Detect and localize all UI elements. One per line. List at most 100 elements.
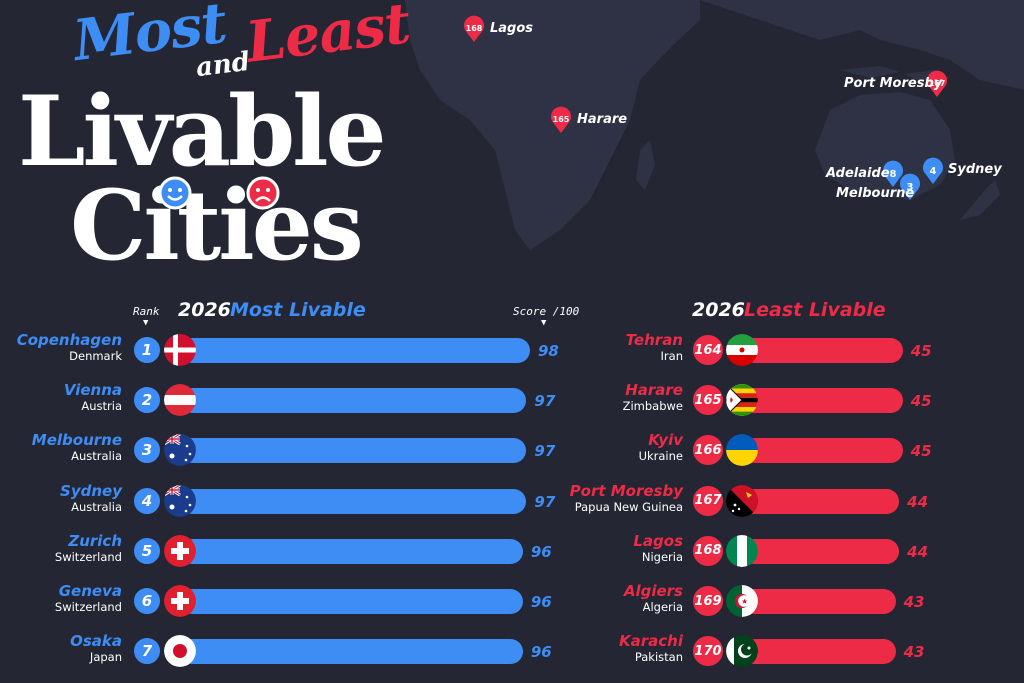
most-rank-badge-2: 3 xyxy=(132,435,162,466)
most-city-4: Zurich xyxy=(68,531,122,550)
most-city-0: Copenhagen xyxy=(16,331,122,349)
most-bar-1 xyxy=(180,388,527,414)
pin-lagos: 168 xyxy=(464,15,484,42)
pin-lagos-rank: 168 xyxy=(466,24,483,33)
denmark-flag-icon xyxy=(164,334,196,366)
least-score-1: 45 xyxy=(910,392,932,411)
pin-label-port-moresby: Port Moresby xyxy=(844,76,943,91)
pin-label-melbourne: Melbourne xyxy=(836,186,915,201)
least-country-2: Ukraine xyxy=(638,449,683,464)
most-country-3: Australia xyxy=(71,499,122,514)
least-score-3: 44 xyxy=(907,492,929,511)
least-rank-badge-4: 168 xyxy=(691,533,725,568)
pin-label-lagos: Lagos xyxy=(490,21,534,36)
least-city-2: Kyiv xyxy=(648,431,683,450)
most-country-6: Japan xyxy=(89,650,122,665)
pin-adelaide: 8 xyxy=(883,160,904,187)
switzerland-flag-icon xyxy=(164,585,196,617)
australia-flag-icon xyxy=(164,484,196,517)
nigeria-flag-icon xyxy=(726,534,758,567)
map-madagascar xyxy=(636,140,655,190)
most-rank-badge-4: 5 xyxy=(132,535,162,566)
least-bar-6 xyxy=(742,639,896,665)
pin-port-moresby: 167 xyxy=(926,70,947,97)
least-country-1: Zimbabwe xyxy=(622,399,683,414)
least-score-5: 43 xyxy=(903,593,925,611)
least-country-4: Nigeria xyxy=(641,549,683,564)
most-city-1: Vienna xyxy=(63,381,122,400)
most-city-5: Geneva xyxy=(58,582,122,600)
pin-harare: 165 xyxy=(550,106,571,133)
least-bar-4 xyxy=(742,538,900,564)
pin-label-harare: Harare xyxy=(577,112,628,127)
iran-flag-icon xyxy=(726,334,758,366)
least-country-6: Pakistan xyxy=(634,650,683,665)
least-bar-3 xyxy=(742,488,900,514)
pakistan-flag-icon xyxy=(726,635,758,668)
most-city-2: Melbourne xyxy=(31,431,122,450)
least-bar-5 xyxy=(742,589,896,614)
most-rank-badge-3: 4 xyxy=(132,485,162,516)
most-header-text: Most Livable xyxy=(230,299,366,321)
least-score-6: 43 xyxy=(903,643,925,662)
pin-harare-rank: 165 xyxy=(553,115,570,124)
most-city-3: Sydney xyxy=(60,481,122,500)
austria-flag-icon xyxy=(164,384,196,417)
least-score-4: 44 xyxy=(907,542,929,561)
sad-face-icon xyxy=(246,176,280,210)
most-bar-4 xyxy=(180,538,523,564)
least-country-3: Papua New Guinea xyxy=(574,499,683,514)
most-header-year: 2026 xyxy=(178,299,231,321)
most-score-5: 96 xyxy=(530,593,552,611)
most-bar-5 xyxy=(180,589,523,614)
most-score-3: 97 xyxy=(534,492,556,511)
least-bar-0 xyxy=(742,338,903,363)
most-score-4: 96 xyxy=(530,542,552,561)
most-rank-badge-6: 7 xyxy=(132,636,162,667)
map-asia xyxy=(700,0,1024,90)
least-rank-badge-5: 169 xyxy=(691,584,725,618)
least-country-5: Algeria xyxy=(642,600,683,614)
most-rank-badge-0: 1 xyxy=(132,335,162,365)
most-score-1: 97 xyxy=(534,392,556,411)
least-city-0: Tehran xyxy=(625,331,683,349)
ukraine-flag-icon xyxy=(726,434,758,467)
least-city-4: Lagos xyxy=(633,531,683,550)
least-city-5: Algiers xyxy=(623,582,683,600)
map-new-zealand xyxy=(960,180,1000,220)
australia-flag-icon xyxy=(164,434,196,467)
least-country-0: Iran xyxy=(660,349,683,363)
least-header-text: Least Livable xyxy=(744,299,886,321)
most-score-6: 96 xyxy=(530,643,552,662)
most-country-0: Denmark xyxy=(69,349,122,363)
most-country-2: Australia xyxy=(71,449,122,464)
map-africa xyxy=(405,0,700,250)
pin-label-sydney: Sydney xyxy=(948,162,1002,177)
rank-label: Rank xyxy=(133,305,160,318)
least-city-1: Harare xyxy=(625,381,683,400)
most-score-0: 98 xyxy=(538,342,559,360)
least-city-3: Port Moresby xyxy=(569,481,683,500)
most-country-5: Switzerland xyxy=(54,600,122,614)
most-bar-6 xyxy=(180,639,523,665)
map-islands xyxy=(840,66,950,82)
most-rank-badge-1: 2 xyxy=(132,385,162,416)
pin-sydney-rank: 4 xyxy=(930,166,937,177)
least-bar-1 xyxy=(742,388,903,414)
most-bar-2 xyxy=(180,438,527,464)
most-score-2: 97 xyxy=(534,442,556,461)
zimbabwe-flag-icon xyxy=(726,384,758,417)
least-header-year: 2026 xyxy=(692,299,745,321)
algeria-flag-icon xyxy=(726,585,758,617)
least-city-6: Karachi xyxy=(619,632,683,651)
map-australia xyxy=(815,92,955,200)
pin-melbourne: 3 xyxy=(900,173,921,200)
least-score-0: 45 xyxy=(910,342,932,360)
score-arrow-icon: ▼ xyxy=(541,318,547,328)
pin-adelaide-rank: 8 xyxy=(890,169,897,180)
least-rank-badge-3: 167 xyxy=(691,483,725,518)
least-rank-badge-6: 170 xyxy=(691,634,725,669)
least-rank-badge-2: 166 xyxy=(691,433,725,468)
